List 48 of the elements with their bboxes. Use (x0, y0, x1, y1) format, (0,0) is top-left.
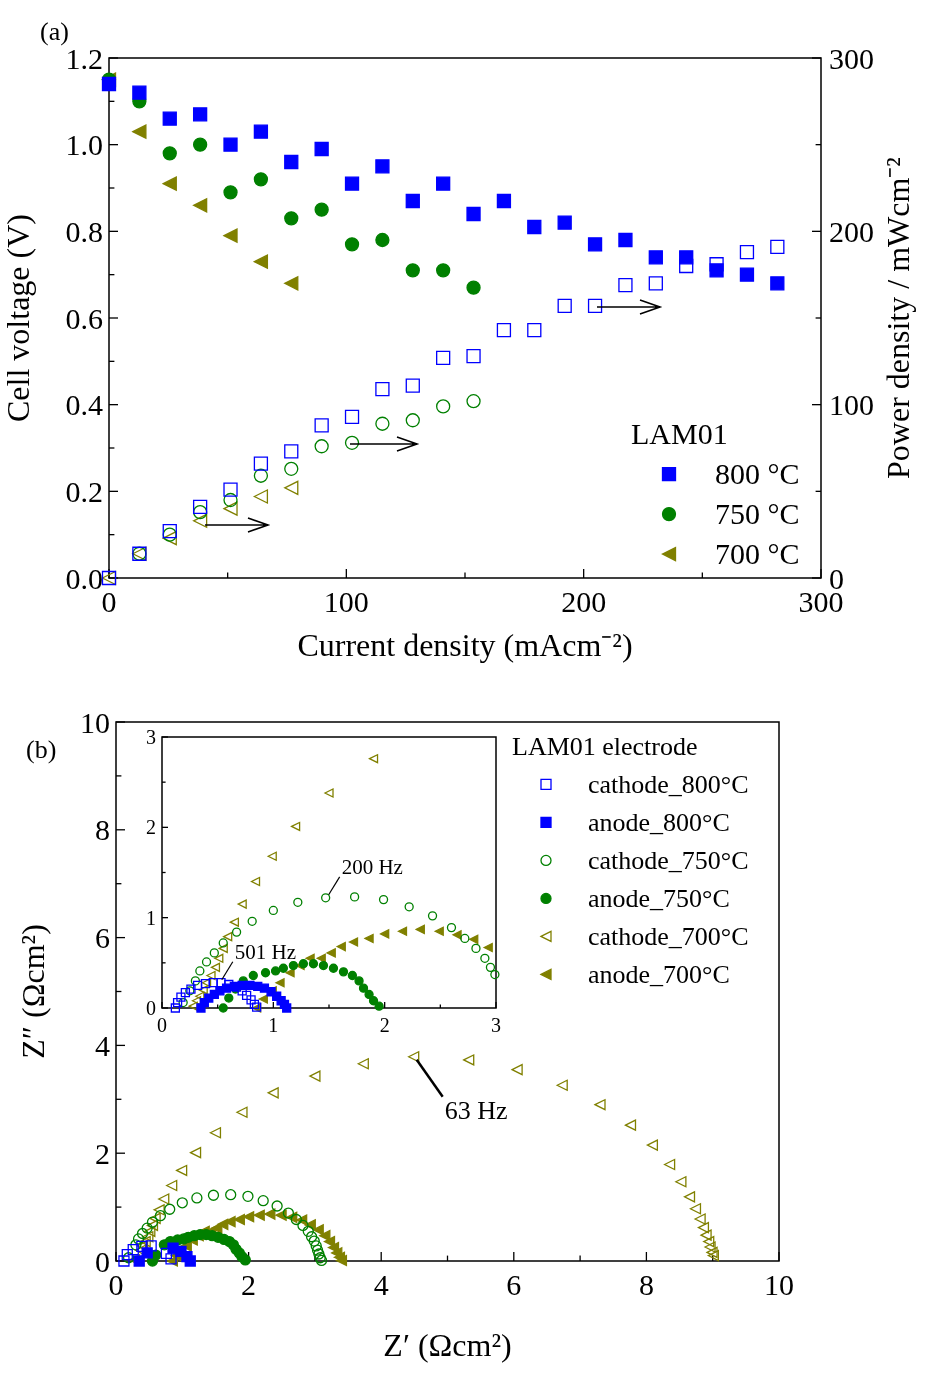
legend-label: cathode_750°C (588, 846, 749, 875)
y-tick-label: 1 (146, 906, 156, 929)
y-tick-label: 10 (80, 705, 110, 739)
y2-tick-label: 200 (829, 214, 874, 248)
legend-title: LAM01 electrode (512, 732, 698, 761)
x-tick-label: 4 (373, 1268, 389, 1301)
legend-label: 800 °C (715, 457, 800, 490)
y-tick-label: 0.8 (65, 214, 103, 248)
x-tick-label: 3 (491, 1014, 501, 1036)
x-tick-label: 10 (764, 1268, 794, 1301)
y2-axis-title: Power density / mWcm⁻² (880, 157, 916, 479)
y-tick-label: 0.2 (65, 474, 103, 508)
annotation: 501 Hz (234, 939, 297, 964)
y-tick-label: 0.4 (65, 388, 103, 422)
annotation: 63 Hz (444, 1095, 508, 1125)
x-tick-label: 200 (561, 585, 607, 618)
y-tick-label: 0 (95, 1244, 110, 1278)
y-tick-label: 2 (146, 816, 156, 839)
x-axis-title: Z′ (Ωcm²) (383, 1327, 512, 1363)
legend-label: 750 °C (715, 497, 800, 530)
x-tick-label: 100 (323, 585, 369, 618)
y-tick-label: 0.6 (65, 301, 103, 335)
y-tick-label: 6 (95, 921, 110, 955)
legend-label: anode_800°C (588, 808, 730, 837)
legend-label: cathode_800°C (588, 770, 749, 799)
y2-tick-label: 100 (829, 388, 874, 422)
text: (b) (26, 735, 57, 764)
x-tick-label: 6 (506, 1268, 522, 1301)
y-tick-label: 0.0 (65, 561, 103, 595)
y-tick-label: 8 (95, 813, 110, 847)
y-tick-label: 0 (146, 997, 156, 1019)
y-tick-label: 2 (95, 1136, 110, 1170)
legend-label: anode_750°C (588, 884, 730, 913)
legend-label: 700 °C (715, 537, 800, 570)
x-tick-label: 1 (268, 1014, 279, 1036)
legend-label: cathode_700°C (588, 922, 749, 951)
legend-title: LAM01 (631, 417, 728, 450)
x-tick-label: 8 (638, 1268, 654, 1301)
x-axis-title: Current density (mAcm⁻²) (297, 627, 633, 663)
y2-tick-label: 300 (829, 41, 874, 75)
y-tick-label: 3 (146, 726, 156, 748)
y-tick-label: 1.0 (65, 128, 103, 162)
x-tick-label: 2 (379, 1014, 390, 1036)
x-tick-label: 2 (241, 1268, 257, 1301)
y-axis-title: Z″ (Ωcm²) (15, 924, 51, 1059)
legend-label: anode_700°C (588, 960, 730, 989)
annotation: 200 Hz (341, 854, 403, 879)
y-axis-title: Cell voltage (V) (0, 214, 36, 422)
